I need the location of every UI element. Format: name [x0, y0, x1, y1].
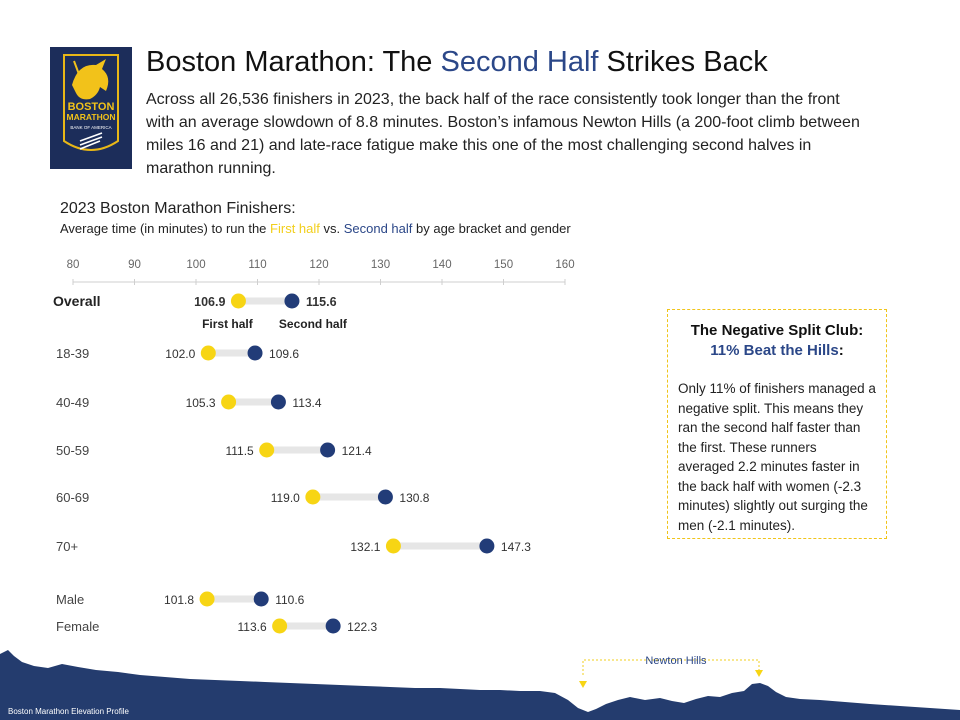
- dumbbell-row: Female 113.6 122.3: [56, 618, 378, 634]
- elevation-profile: [0, 650, 960, 720]
- second-half-tag: Second half: [279, 317, 348, 331]
- row-label: 70+: [56, 539, 78, 554]
- x-tick-label: 90: [128, 259, 141, 271]
- callout-heading: The Negative Split Club:: [690, 322, 864, 339]
- subtitle-pre: Average time (in minutes) to run the: [60, 221, 271, 236]
- page-description: Across all 26,536 finishers in 2023, the…: [146, 91, 860, 177]
- dumbbell-row: Overall 106.9 115.6 First half Second half: [53, 293, 348, 331]
- second-half-point: [325, 618, 341, 634]
- first-half-point: [272, 618, 288, 634]
- x-tick-label: 80: [67, 259, 80, 271]
- x-tick-label: 100: [186, 259, 205, 271]
- callout-subheading-text: 11% Beat the Hills: [710, 342, 839, 359]
- first-half-point: [199, 591, 215, 607]
- chart-title: 2023 Boston Marathon Finishers:: [60, 200, 296, 217]
- x-tick-label: 120: [309, 259, 328, 271]
- x-tick-label: 140: [432, 259, 451, 271]
- second-half-value-label: 113.4: [292, 396, 321, 410]
- second-half-point: [320, 442, 336, 458]
- first-half-point: [385, 538, 401, 554]
- first-half-value-label: 111.5: [225, 444, 254, 458]
- logo-line1: BOSTON: [68, 101, 115, 113]
- title-post: Strikes Back: [598, 46, 768, 78]
- chart-subtitle: Average time (in minutes) to run the Fir…: [60, 221, 571, 236]
- first-half-value-label: 132.1: [350, 540, 380, 554]
- first-half-value-label: 102.0: [165, 347, 195, 361]
- second-half-value-label: 121.4: [342, 444, 372, 458]
- first-half-point: [200, 345, 216, 361]
- newton-hills-label: Newton Hills: [645, 655, 707, 667]
- x-tick-label: 130: [371, 259, 390, 271]
- dumbbell-row: Male 101.8 110.6: [56, 591, 305, 607]
- first-half-point: [230, 293, 246, 309]
- second-half-point: [253, 591, 269, 607]
- subtitle-mid: vs.: [319, 221, 344, 236]
- second-half-point: [284, 293, 300, 309]
- page-title: Boston Marathon: The Second Half Strikes…: [146, 46, 768, 79]
- first-half-value-label: 113.6: [237, 620, 266, 634]
- callout-body: Only 11% of finishers managed a negative…: [678, 381, 876, 533]
- first-half-point: [259, 442, 275, 458]
- row-label: Overall: [53, 293, 100, 309]
- title-accent: Second Half: [440, 46, 599, 78]
- subtitle-second-half: Second half: [343, 221, 413, 236]
- first-half-value-label: 101.8: [164, 593, 194, 607]
- x-tick-label: 150: [494, 259, 513, 271]
- logo-line2: MARATHON: [67, 112, 116, 122]
- callout-subheading: 11% Beat the Hills:: [678, 342, 876, 359]
- subtitle-post: by age bracket and gender: [412, 221, 571, 236]
- first-half-value-label: 106.9: [194, 295, 225, 309]
- first-half-point: [221, 394, 237, 410]
- row-label: 18-39: [56, 346, 89, 361]
- dumbbell-row: 50-59 111.5 121.4: [56, 442, 372, 458]
- negative-split-callout: The Negative Split Club: 11% Beat the Hi…: [667, 309, 887, 539]
- first-half-point: [305, 489, 321, 505]
- row-label: 50-59: [56, 443, 89, 458]
- x-tick-label: 110: [248, 259, 266, 271]
- callout-subheading-colon: :: [838, 342, 844, 359]
- second-half-value-label: 147.3: [501, 540, 531, 554]
- second-half-value-label: 110.6: [275, 593, 304, 607]
- logo-sponsor: BANK OF AMERICA: [70, 125, 111, 130]
- x-tick-label: 160: [555, 259, 574, 271]
- second-half-value-label: 109.6: [269, 347, 299, 361]
- newton-hills-end-marker: [755, 670, 763, 677]
- title-pre: Boston Marathon: The: [146, 46, 441, 78]
- dumbbell-row: 18-39 102.0 109.6: [56, 345, 299, 361]
- subtitle-first-half: First half: [270, 221, 320, 236]
- second-half-point: [247, 345, 263, 361]
- dumbbell-row: 60-69 119.0 130.8: [56, 489, 430, 505]
- elevation-caption: Boston Marathon Elevation Profile: [8, 707, 129, 716]
- second-half-value-label: 130.8: [399, 491, 429, 505]
- dumbbell-row: 40-49 105.3 113.4: [56, 394, 322, 410]
- first-half-tag: First half: [202, 317, 254, 331]
- first-half-value-label: 119.0: [271, 491, 300, 505]
- second-half-point: [479, 538, 495, 554]
- dumbbell-row: 70+ 132.1 147.3: [56, 538, 531, 554]
- second-half-value-label: 122.3: [347, 620, 377, 634]
- second-half-point: [377, 489, 393, 505]
- second-half-value-label: 115.6: [306, 295, 337, 309]
- row-label: 40-49: [56, 395, 89, 410]
- row-label: Male: [56, 592, 84, 607]
- row-label: Female: [56, 619, 99, 634]
- second-half-point: [270, 394, 286, 410]
- row-label: 60-69: [56, 490, 89, 505]
- first-half-value-label: 105.3: [186, 396, 216, 410]
- newton-hills-start-marker: [579, 681, 587, 688]
- boston-marathon-logo: BOSTON MARATHON BANK OF AMERICA: [50, 47, 132, 169]
- newton-hills-bracket: [582, 659, 760, 675]
